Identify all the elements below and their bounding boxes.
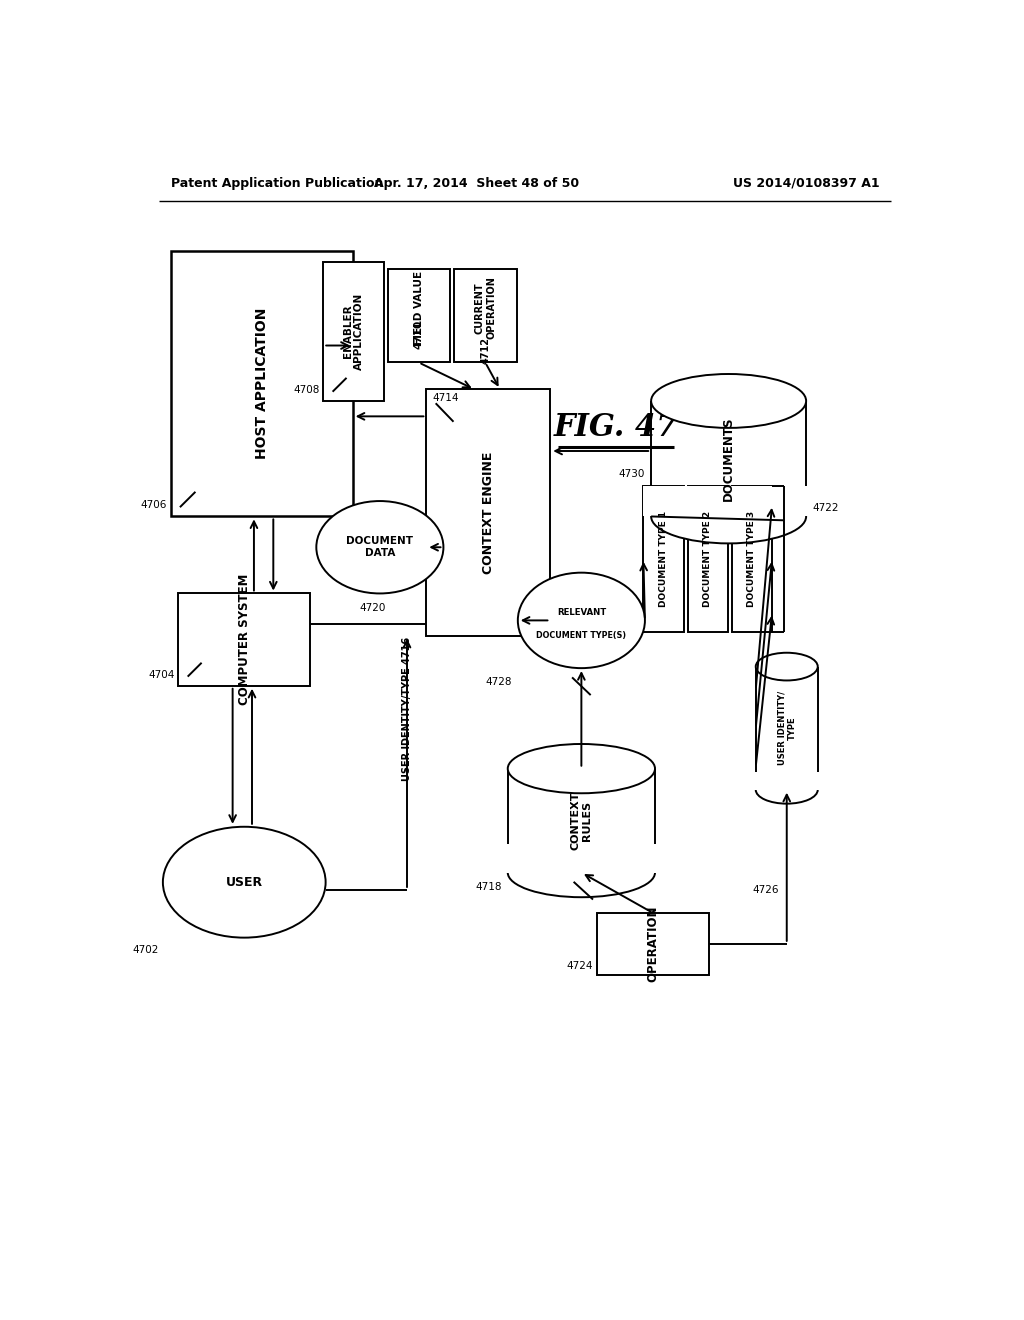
Bar: [687, 486, 728, 632]
Bar: [324, 263, 384, 401]
Text: 4722: 4722: [812, 503, 839, 512]
Text: US 2014/0108397 A1: US 2014/0108397 A1: [733, 177, 880, 190]
Bar: [388, 268, 450, 363]
Text: 4702: 4702: [133, 945, 159, 956]
Text: USER IDENTITY/TYPE 4716: USER IDENTITY/TYPE 4716: [402, 636, 412, 781]
Bar: [500, 843, 663, 873]
Text: ENABLER
APPLICATION: ENABLER APPLICATION: [343, 293, 365, 371]
Text: USER IDENTITY/
TYPE: USER IDENTITY/ TYPE: [777, 692, 797, 766]
Text: RELEVANT: RELEVANT: [557, 609, 606, 618]
Ellipse shape: [508, 847, 655, 898]
Text: FIG. 47: FIG. 47: [554, 412, 679, 444]
Bar: [171, 251, 352, 516]
Text: 4706: 4706: [140, 500, 167, 511]
Text: DOCUMENT TYPE 2: DOCUMENT TYPE 2: [703, 511, 713, 607]
Text: 4730: 4730: [618, 469, 645, 479]
Text: 4726: 4726: [753, 884, 779, 895]
Bar: [732, 486, 772, 632]
Ellipse shape: [316, 502, 443, 594]
Text: 4704: 4704: [148, 669, 174, 680]
Text: Patent Application Publication: Patent Application Publication: [171, 177, 383, 190]
Text: 4712: 4712: [480, 337, 490, 363]
Ellipse shape: [651, 490, 806, 544]
Text: 4718: 4718: [475, 882, 502, 892]
Bar: [748, 772, 825, 789]
Text: DOCUMENT TYPE(S): DOCUMENT TYPE(S): [537, 631, 627, 640]
Text: DOCUMENT TYPE 3: DOCUMENT TYPE 3: [748, 511, 757, 607]
Text: USER: USER: [225, 875, 263, 888]
Text: CONTEXT
RULES: CONTEXT RULES: [570, 792, 592, 850]
Text: OPERATION: OPERATION: [646, 906, 659, 982]
Bar: [426, 389, 550, 636]
Text: 4714: 4714: [432, 393, 459, 403]
Ellipse shape: [518, 573, 645, 668]
Text: DOCUMENT
DATA: DOCUMENT DATA: [346, 536, 414, 558]
Text: 4710: 4710: [414, 321, 424, 350]
Bar: [643, 486, 814, 516]
Text: 4720: 4720: [359, 603, 385, 612]
Text: Apr. 17, 2014  Sheet 48 of 50: Apr. 17, 2014 Sheet 48 of 50: [374, 177, 580, 190]
Ellipse shape: [651, 374, 806, 428]
Bar: [178, 594, 310, 686]
Text: DOCUMENTS: DOCUMENTS: [722, 416, 735, 502]
Text: CURRENT
OPERATION: CURRENT OPERATION: [474, 276, 496, 339]
Text: HOST APPLICATION: HOST APPLICATION: [255, 308, 268, 459]
Ellipse shape: [163, 826, 326, 937]
Ellipse shape: [508, 744, 655, 793]
Ellipse shape: [756, 653, 818, 681]
Ellipse shape: [756, 776, 818, 804]
Text: DOCUMENT TYPE 1: DOCUMENT TYPE 1: [659, 511, 668, 607]
Text: 4708: 4708: [293, 385, 319, 395]
Text: COMPUTER SYSTEM: COMPUTER SYSTEM: [238, 574, 251, 705]
Text: 4724: 4724: [566, 961, 593, 970]
Text: FIELD VALUE: FIELD VALUE: [414, 271, 424, 345]
Text: CONTEXT ENGINE: CONTEXT ENGINE: [482, 451, 495, 574]
Bar: [597, 913, 710, 974]
Bar: [454, 268, 517, 363]
Bar: [643, 486, 684, 632]
Text: 4728: 4728: [485, 677, 512, 688]
